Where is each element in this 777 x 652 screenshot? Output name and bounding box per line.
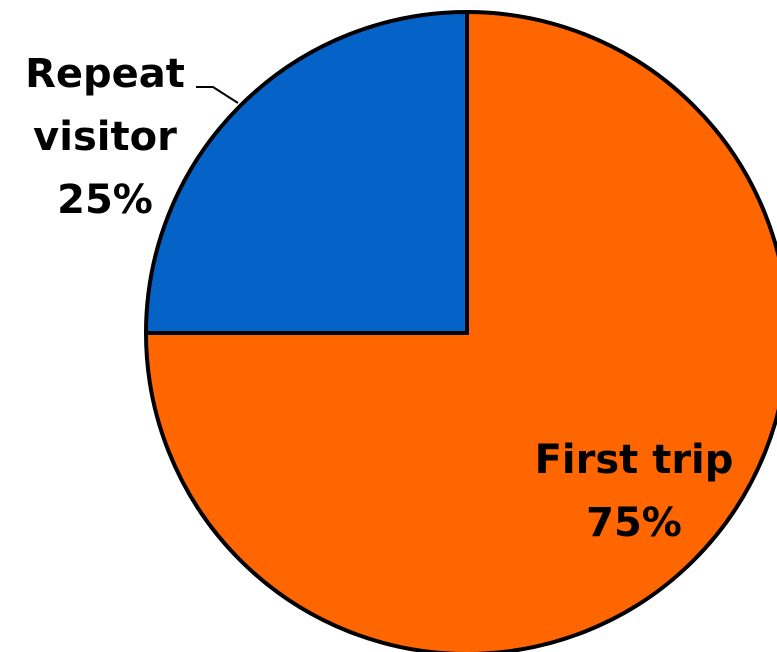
pie-slice-2: [143, 9, 777, 652]
leader-line-repeat-visitor: [196, 86, 239, 104]
leader-lines: [196, 86, 239, 104]
slices-layer: [143, 9, 777, 652]
slice-labels: Repeat visitor 25% First trip 75%: [25, 51, 733, 546]
pie-slice-1: [143, 9, 469, 335]
slice-label-repeat-visitor: Repeat visitor 25%: [25, 51, 185, 223]
slice-label-first-trip: First trip 75%: [535, 437, 734, 546]
